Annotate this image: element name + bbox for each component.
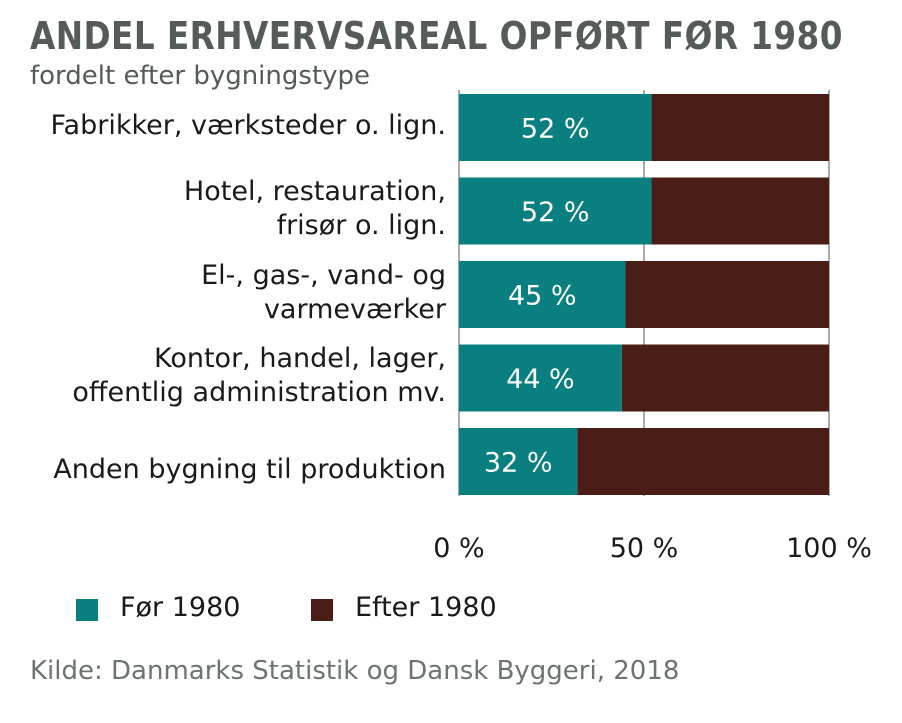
category-label-3-0: Kontor, handel, lager,: [153, 343, 446, 374]
bar-before-1980-0: [459, 94, 652, 161]
x-tick-label-0: 0 %: [433, 533, 484, 564]
bar-after-1980-4: [577, 428, 829, 495]
category-label-2-1: varmeværker: [263, 293, 446, 325]
category-label-1-0: Hotel, restauration,: [183, 176, 446, 207]
x-tick-label-2: 100 %: [786, 533, 872, 564]
chart-title: ANDEL ERHVERVSAREAL OPFØRT FØR 1980: [30, 14, 843, 58]
category-label-2-0: El-, gas-, vand- og: [201, 259, 446, 291]
bar-before-1980-1: [459, 177, 652, 245]
legend-label-after-1980: Efter 1980: [355, 592, 497, 623]
data-label-0: 52 %: [521, 114, 590, 145]
data-label-4: 32 %: [484, 448, 553, 479]
legend-swatch-after-1980: [311, 599, 333, 621]
source-note: Kilde: Danmarks Statistik og Dansk Bygge…: [30, 656, 680, 686]
bar-after-1980-1: [651, 177, 829, 245]
data-label-3: 44 %: [506, 364, 575, 395]
x-tick-label-1: 50 %: [610, 533, 679, 564]
bar-after-1980-2: [625, 261, 829, 328]
bar-after-1980-3: [621, 344, 829, 412]
category-label-4-0: Anden bygning til produktion: [53, 454, 446, 485]
bar-before-1980-3: [459, 344, 622, 412]
bar-before-1980-2: [459, 261, 626, 328]
data-label-1: 52 %: [521, 197, 590, 228]
legend-swatch-before-1980: [76, 599, 98, 621]
bar-after-1980-0: [651, 94, 829, 161]
category-label-1-1: frisør o. lign.: [276, 210, 446, 241]
bar-before-1980-4: [459, 428, 578, 495]
data-label-2: 45 %: [508, 281, 577, 312]
legend-label-before-1980: Før 1980: [120, 592, 241, 623]
category-label-0-0: Fabrikker, værksteder o. lign.: [50, 109, 447, 141]
chart-subtitle: fordelt efter bygningstype: [30, 61, 371, 91]
category-label-3-1: offentlig administration mv.: [72, 377, 446, 408]
